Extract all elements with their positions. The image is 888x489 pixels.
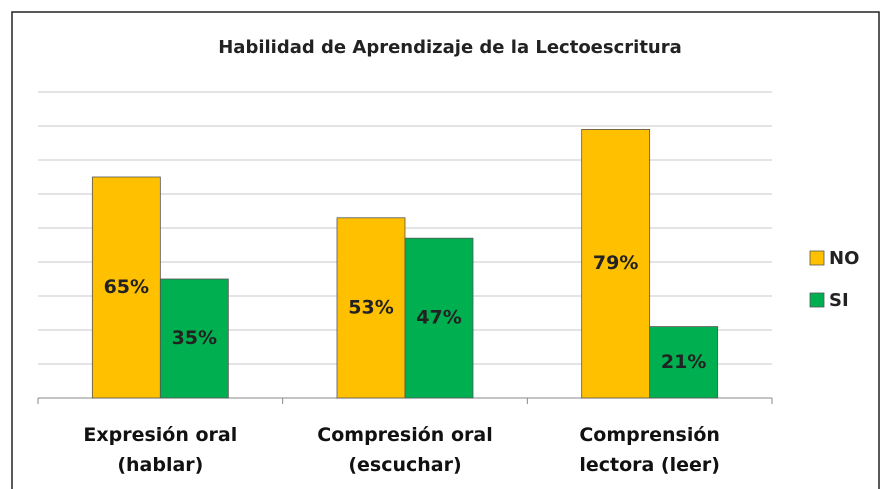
chart-title: Habilidad de Aprendizaje de la Lectoescr… <box>218 37 682 58</box>
legend-swatch <box>809 292 825 308</box>
data-label: 65% <box>104 276 149 298</box>
data-label: 79% <box>593 252 638 274</box>
data-label: 21% <box>661 351 706 373</box>
data-label: 47% <box>416 307 461 329</box>
legend-label: SI <box>829 290 849 311</box>
x-tick-label: Expresión oral (hablar) <box>83 424 238 476</box>
bar <box>404 237 474 399</box>
legend-swatch <box>809 250 825 266</box>
x-tick-label: Comprensión lectora (leer) <box>579 424 720 476</box>
bar <box>581 128 651 399</box>
x-tick-label: Compresión oral (escuchar) <box>317 424 493 476</box>
data-label: 53% <box>348 296 393 318</box>
bar <box>336 217 406 399</box>
bar <box>159 278 229 399</box>
data-label: 35% <box>172 327 217 349</box>
legend-label: NO <box>829 248 859 269</box>
bar <box>649 326 719 399</box>
bar <box>91 176 161 399</box>
